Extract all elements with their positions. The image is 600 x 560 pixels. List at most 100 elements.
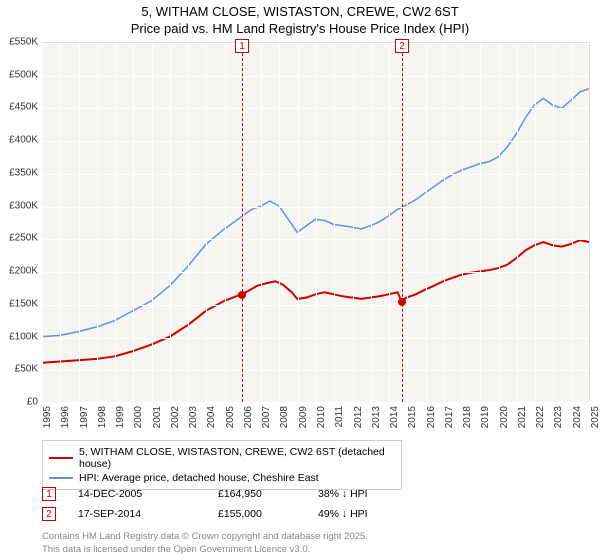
y-tick-label: £450K [9,102,38,113]
gridline-v [499,43,500,402]
x-tick-label: 2010 [316,406,327,428]
gridline-v [170,43,171,402]
y-tick-label: £550K [9,37,38,48]
x-tick-label: 2011 [334,406,345,428]
sales-row: 2 17-SEP-2014 £155,000 49% ↓ HPI [42,504,438,524]
y-tick-label: £400K [9,135,38,146]
sale-price: £155,000 [218,508,318,520]
gridline-v [206,43,207,402]
y-tick-label: £200K [9,266,38,277]
sale-marker-icon: 1 [42,487,56,501]
x-tick-label: 2004 [206,406,217,428]
sale-marker-icon: 2 [42,507,56,521]
x-tick-label: 2000 [133,406,144,428]
sale-date: 17-SEP-2014 [78,508,218,520]
y-tick-label: £50K [15,364,38,375]
sale-date: 14-DEC-2005 [78,488,218,500]
footer-attribution: Contains HM Land Registry data © Crown c… [42,531,368,556]
sales-table: 1 14-DEC-2005 £164,950 38% ↓ HPI 2 17-SE… [42,484,438,524]
x-tick-label: 2022 [535,406,546,428]
legend-item: HPI: Average price, detached house, Ches… [49,471,395,485]
gridline-v [261,43,262,402]
title-subtitle: Price paid vs. HM Land Registry's House … [0,21,600,38]
sale-price: £164,950 [218,488,318,500]
legend: 5, WITHAM CLOSE, WISTASTON, CREWE, CW2 6… [42,440,402,490]
x-tick-label: 1997 [79,406,90,428]
gridline-v [426,43,427,402]
gridline-v [79,43,80,402]
sale-pct: 49% ↓ HPI [318,508,438,520]
gridline-v [225,43,226,402]
y-tick-label: £500K [9,69,38,80]
legend-swatch [49,457,73,459]
gridline-v [60,43,61,402]
x-tick-label: 2019 [480,406,491,428]
x-tick-label: 2013 [371,406,382,428]
x-tick-label: 2024 [572,406,583,428]
x-tick-label: 2014 [389,406,400,428]
x-tick-label: 2017 [444,406,455,428]
gridline-v [243,43,244,402]
x-tick-label: 2020 [499,406,510,428]
gridline-v [188,43,189,402]
gridline-v [152,43,153,402]
gridline-v [115,43,116,402]
footer-line: This data is licensed under the Open Gov… [42,544,368,556]
gridline-v [572,43,573,402]
gridline-v [517,43,518,402]
sales-row: 1 14-DEC-2005 £164,950 38% ↓ HPI [42,484,438,504]
legend-label: 5, WITHAM CLOSE, WISTASTON, CREWE, CW2 6… [79,446,395,470]
x-tick-label: 2016 [426,406,437,428]
sale-marker-box: 2 [395,39,409,53]
gridline-v [42,43,43,402]
gridline-v [535,43,536,402]
x-tick-label: 2002 [170,406,181,428]
y-tick-label: £250K [9,233,38,244]
x-tick-label: 2008 [279,406,290,428]
gridline-v [97,43,98,402]
plot-area: 12 [42,42,590,402]
y-tick-label: £0 [27,397,38,408]
gridline-v [444,43,445,402]
x-tick-label: 2003 [188,406,199,428]
gridline-v [407,43,408,402]
x-tick-label: 2006 [243,406,254,428]
gridline-v [389,43,390,402]
x-tick-label: 2025 [590,406,600,428]
x-tick-label: 2018 [462,406,473,428]
title-address: 5, WITHAM CLOSE, WISTASTON, CREWE, CW2 6… [0,4,600,21]
gridline-v [298,43,299,402]
sale-marker-line [242,43,243,402]
gridline-v [590,43,591,402]
x-tick-label: 1999 [115,406,126,428]
gridline-v [553,43,554,402]
legend-item: 5, WITHAM CLOSE, WISTASTON, CREWE, CW2 6… [49,445,395,471]
legend-swatch [49,477,73,479]
sale-marker-dot [238,291,246,299]
gridline-v [316,43,317,402]
y-axis: £0£50K£100K£150K£200K£250K£300K£350K£400… [0,42,42,402]
y-tick-label: £150K [9,298,38,309]
sale-marker-dot [398,298,406,306]
x-tick-label: 2001 [152,406,163,428]
gridline-v [279,43,280,402]
x-tick-label: 2012 [353,406,364,428]
x-tick-label: 1998 [97,406,108,428]
gridline-v [371,43,372,402]
x-tick-label: 2009 [298,406,309,428]
gridline-v [133,43,134,402]
x-tick-label: 2021 [517,406,528,428]
gridline-v [353,43,354,402]
gridline-v [462,43,463,402]
sale-marker-line [402,43,403,402]
sale-marker-box: 1 [235,39,249,53]
chart-container: 5, WITHAM CLOSE, WISTASTON, CREWE, CW2 6… [0,0,600,560]
legend-label: HPI: Average price, detached house, Ches… [79,472,319,484]
gridline-v [480,43,481,402]
x-tick-label: 1996 [60,406,71,428]
y-tick-label: £100K [9,331,38,342]
x-tick-label: 2023 [553,406,564,428]
footer-line: Contains HM Land Registry data © Crown c… [42,531,368,543]
chart-title: 5, WITHAM CLOSE, WISTASTON, CREWE, CW2 6… [0,0,600,38]
sale-pct: 38% ↓ HPI [318,488,438,500]
